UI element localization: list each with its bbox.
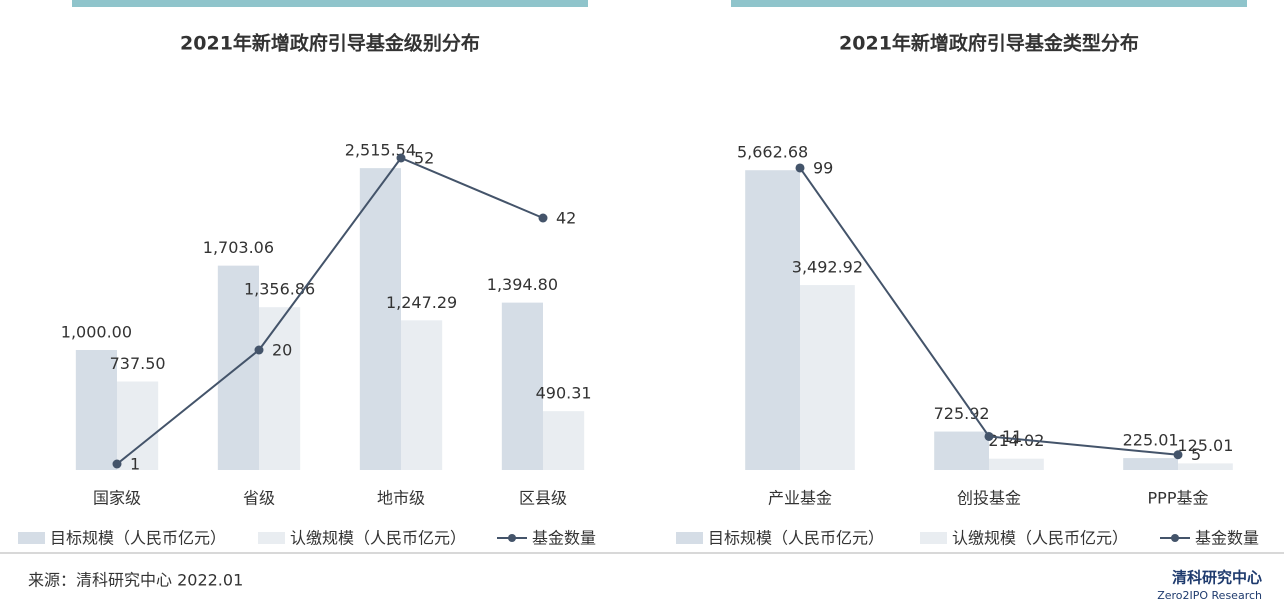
bar [1123, 458, 1178, 470]
bar [259, 307, 301, 470]
bar [401, 320, 443, 470]
x-tick-label: 产业基金 [768, 489, 832, 508]
point [984, 431, 994, 441]
point [396, 153, 406, 163]
x-tick-label: 创投基金 [957, 489, 1021, 508]
legend-marker [1171, 534, 1179, 542]
value-label: 1,000.00 [61, 323, 132, 342]
bar [75, 350, 117, 470]
legend-swatch [676, 532, 703, 544]
value-label: 20 [272, 341, 292, 360]
value-label: 2,515.54 [345, 141, 416, 160]
value-label: 1,703.06 [203, 238, 274, 257]
x-tick-label: 地市级 [377, 489, 425, 508]
point [795, 163, 805, 173]
value-label: 3,492.92 [792, 258, 863, 277]
bar [217, 265, 259, 470]
legend-swatch [920, 532, 947, 544]
chart-title: 2021年新增政府引导基金类型分布 [839, 32, 1139, 55]
point [1173, 450, 1183, 460]
value-label: 125.01 [1177, 436, 1233, 455]
value-label: 11 [1002, 427, 1022, 446]
x-tick-label: 国家级 [93, 489, 141, 508]
logo-sub: Zero2IPO Research [1157, 589, 1262, 602]
legend-marker [508, 534, 516, 542]
title-strip [731, 0, 1247, 7]
value-label: 214.02 [988, 431, 1044, 450]
point [112, 459, 122, 469]
bar [745, 170, 800, 470]
source: 来源：清科研究中心 2022.01 [28, 571, 243, 590]
point [538, 213, 548, 223]
bar [117, 381, 159, 470]
value-label: 1,394.80 [487, 275, 558, 294]
bar [934, 431, 989, 470]
legend-swatch [18, 532, 45, 544]
value-label: 52 [414, 149, 434, 168]
bar [989, 458, 1044, 470]
value-label: 1,356.86 [244, 280, 315, 299]
legend-label: 基金数量 [1195, 529, 1259, 548]
legend-label: 目标规模（人民币亿元） [50, 529, 226, 548]
value-label: 1,247.29 [386, 293, 457, 312]
value-label: 725.92 [934, 404, 990, 423]
legend-swatch [258, 532, 285, 544]
value-label: 42 [556, 209, 576, 228]
bar [359, 168, 401, 470]
bar [543, 411, 585, 470]
value-label: 225.01 [1123, 431, 1179, 450]
title-strip [72, 0, 588, 7]
value-label: 1 [130, 455, 140, 474]
x-tick-label: 区县级 [519, 489, 567, 508]
bar [1178, 463, 1233, 470]
value-label: 737.50 [110, 354, 166, 373]
line [116, 156, 544, 465]
x-tick-label: 省级 [243, 489, 275, 508]
value-label: 5,662.68 [737, 143, 808, 162]
legend-label: 目标规模（人民币亿元） [708, 529, 884, 548]
value-label: 99 [813, 158, 833, 177]
value-label: 490.31 [536, 384, 592, 403]
value-label: 5 [1191, 445, 1201, 464]
bar [501, 302, 543, 470]
legend-label: 基金数量 [532, 529, 596, 548]
legend-label: 认缴规模（人民币亿元） [290, 529, 466, 548]
chart-title: 2021年新增政府引导基金级别分布 [180, 32, 480, 55]
logo: 清科研究中心 [1172, 569, 1262, 587]
bar [800, 285, 855, 470]
x-tick-label: PPP基金 [1148, 489, 1209, 508]
point [254, 345, 264, 355]
legend-label: 认缴规模（人民币亿元） [952, 529, 1128, 548]
